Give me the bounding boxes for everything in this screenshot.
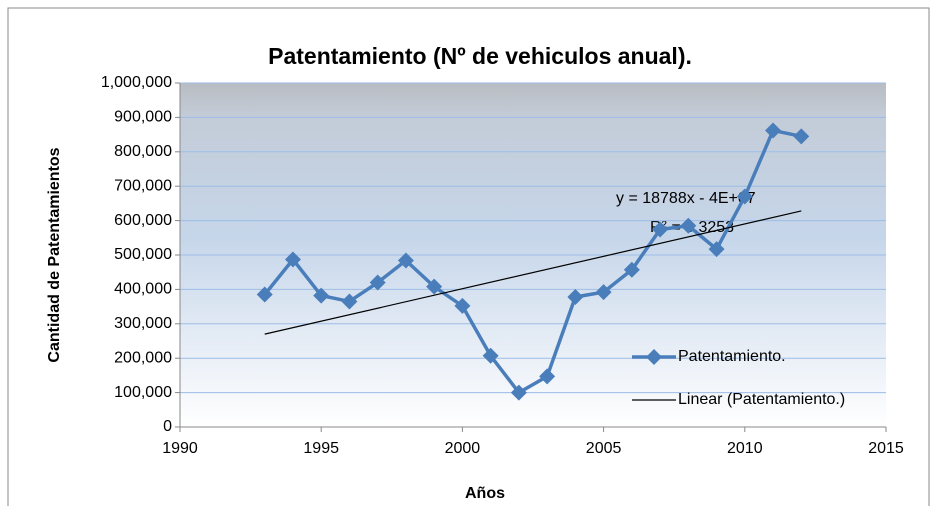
y-tick-label: 100,000 <box>114 384 172 401</box>
data-point <box>680 217 697 234</box>
x-axis-label: Años <box>465 485 505 502</box>
data-point <box>793 128 810 145</box>
legend-label: Patentamiento. <box>678 348 786 365</box>
y-tick-label: 500,000 <box>114 246 172 263</box>
y-tick-label: 1,000,000 <box>101 74 172 91</box>
data-point <box>652 221 669 238</box>
data-point <box>341 293 358 310</box>
data-point <box>623 261 640 278</box>
data-point <box>736 188 753 205</box>
legend-marker <box>646 349 662 365</box>
x-tick-label: 2015 <box>868 440 904 457</box>
data-point <box>539 368 556 385</box>
data-point <box>369 274 386 291</box>
data-point <box>397 252 414 269</box>
legend-label: Linear (Patentamiento.) <box>678 391 845 408</box>
x-tick-label: 2000 <box>445 440 481 457</box>
data-point <box>284 251 301 268</box>
trend-line <box>264 210 802 335</box>
data-point <box>510 384 527 401</box>
x-tick-label: 1990 <box>162 440 198 457</box>
x-tick-label: 1995 <box>303 440 339 457</box>
data-point <box>454 297 471 314</box>
data-point <box>567 288 584 305</box>
data-point <box>595 284 612 301</box>
data-point <box>256 286 273 303</box>
data-point <box>313 287 330 304</box>
y-tick-label: 700,000 <box>114 177 172 194</box>
y-tick-label: 800,000 <box>114 143 172 160</box>
data-point <box>708 241 725 258</box>
chart-title: Patentamiento (Nº de vehiculos anual). <box>268 43 692 69</box>
trendline-equation: y = 18788x - 4E+07 <box>616 190 756 207</box>
data-point <box>765 122 782 139</box>
x-tick-label: 2010 <box>727 440 763 457</box>
data-point <box>482 347 499 364</box>
y-tick-label: 0 <box>163 418 172 435</box>
y-tick-label: 300,000 <box>114 315 172 332</box>
x-tick-label: 2005 <box>586 440 622 457</box>
y-tick-label: 900,000 <box>114 109 172 126</box>
data-point <box>426 278 443 295</box>
y-tick-label: 400,000 <box>114 281 172 298</box>
y-tick-label: 600,000 <box>114 212 172 229</box>
y-tick-label: 200,000 <box>114 349 172 366</box>
y-axis-label: Cantidad de Patentamientos <box>46 147 63 362</box>
